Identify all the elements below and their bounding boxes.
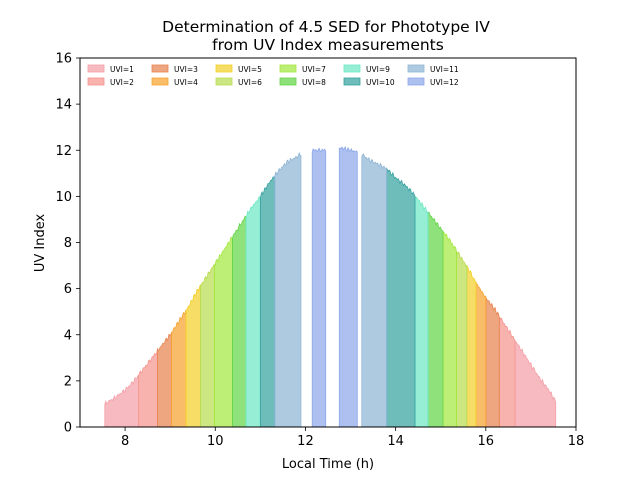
y-tick-label-8: 8: [64, 236, 72, 251]
x-tick-label-18: 18: [568, 434, 585, 449]
y-tick-label-2: 2: [64, 374, 72, 389]
y-axis-label: UV Index: [33, 214, 48, 273]
legend-swatch-uvi-12: [407, 77, 425, 86]
legend-swatch-uvi-2: [87, 77, 105, 86]
area-uvi-1-segment-1: [104, 374, 140, 427]
legend-swatch-uvi-7: [279, 64, 297, 73]
area-uvi-1-segment-2: [514, 341, 557, 427]
x-axis-label: Local Time (h): [282, 457, 374, 472]
area-uvi-5-segment-2: [466, 266, 477, 427]
legend-label-uvi-9: UVI=9: [366, 65, 390, 74]
legend-swatch-uvi-8: [279, 77, 297, 86]
area-uvi-7-segment-1: [213, 236, 233, 427]
area-uvi-8-segment-1: [232, 215, 247, 427]
legend-label-uvi-8: UVI=8: [302, 78, 326, 87]
area-uvi-2-segment-1: [138, 348, 158, 427]
y-tick-label-14: 14: [55, 98, 72, 113]
y-tick-label-6: 6: [64, 282, 72, 297]
y-tick-label-4: 4: [64, 328, 72, 343]
legend-label-uvi-4: UVI=4: [174, 78, 198, 87]
area-uvi-8-segment-2: [427, 211, 444, 427]
legend-swatch-uvi-10: [343, 77, 361, 86]
y-tick-label-16: 16: [55, 52, 72, 67]
uv-areas: [104, 146, 557, 427]
legend-label-uvi-1: UVI=1: [110, 65, 134, 74]
area-uvi-4-segment-2: [475, 281, 487, 427]
area-uvi-12-segment-1: [311, 148, 327, 427]
x-tick-label-16: 16: [478, 434, 495, 449]
x-axis-ticks: 8 10 12 14 16 18: [121, 427, 584, 449]
chart-title-line-2: from UV Index measurements: [212, 36, 444, 54]
legend-swatch-uvi-5: [215, 64, 233, 73]
area-uvi-11-segment-2: [361, 153, 388, 427]
legend: UVI=1 UVI=2 UVI=3 UVI=4 UVI=5 UVI=6 UVI=7 UVI=8…: [87, 64, 459, 87]
x-tick-label-12: 12: [297, 434, 314, 449]
area-uvi-9-segment-1: [245, 196, 261, 427]
y-tick-label-10: 10: [55, 190, 72, 205]
legend-label-uvi-7: UVI=7: [302, 65, 326, 74]
legend-label-uvi-10: UVI=10: [366, 78, 395, 87]
y-axis-ticks: 0 2 4 6 8 10 12 14 16: [55, 52, 80, 436]
legend-swatch-uvi-3: [151, 64, 169, 73]
area-uvi-6-segment-1: [199, 263, 215, 427]
area-uvi-10-segment-1: [259, 176, 276, 427]
area-uvi-5-segment-1: [185, 284, 201, 427]
area-uvi-6-segment-2: [456, 250, 468, 427]
area-uvi-4-segment-1: [171, 309, 187, 427]
area-uvi-10-segment-2: [386, 167, 416, 427]
legend-label-uvi-12: UVI=12: [430, 78, 459, 87]
area-uvi-12-segment-2: [338, 146, 358, 427]
x-tick-label-10: 10: [207, 434, 224, 449]
chart-title-line-1: Determination of 4.5 SED for Phototype I…: [162, 18, 490, 36]
legend-label-uvi-11: UVI=11: [430, 65, 459, 74]
legend-swatch-uvi-4: [151, 77, 169, 86]
chart-title-group: Determination of 4.5 SED for Phototype I…: [162, 18, 490, 54]
legend-label-uvi-5: UVI=5: [238, 65, 262, 74]
legend-swatch-uvi-9: [343, 64, 361, 73]
legend-swatch-uvi-11: [407, 64, 425, 73]
area-uvi-11-segment-1: [274, 151, 302, 427]
area-uvi-3-segment-2: [485, 295, 500, 427]
x-tick-label-14: 14: [387, 434, 404, 449]
legend-swatch-uvi-6: [215, 77, 233, 86]
y-tick-label-12: 12: [55, 144, 72, 159]
y-tick-label-0: 0: [64, 421, 72, 436]
area-uvi-2-segment-2: [498, 317, 516, 427]
legend-swatch-uvi-1: [87, 64, 105, 73]
area-uvi-7-segment-2: [442, 231, 457, 427]
x-tick-label-8: 8: [121, 434, 129, 449]
area-uvi-3-segment-1: [157, 332, 172, 427]
area-uvi-9-segment-2: [414, 196, 429, 427]
legend-label-uvi-3: UVI=3: [174, 65, 198, 74]
legend-label-uvi-6: UVI=6: [238, 78, 262, 87]
legend-label-uvi-2: UVI=2: [110, 78, 134, 87]
